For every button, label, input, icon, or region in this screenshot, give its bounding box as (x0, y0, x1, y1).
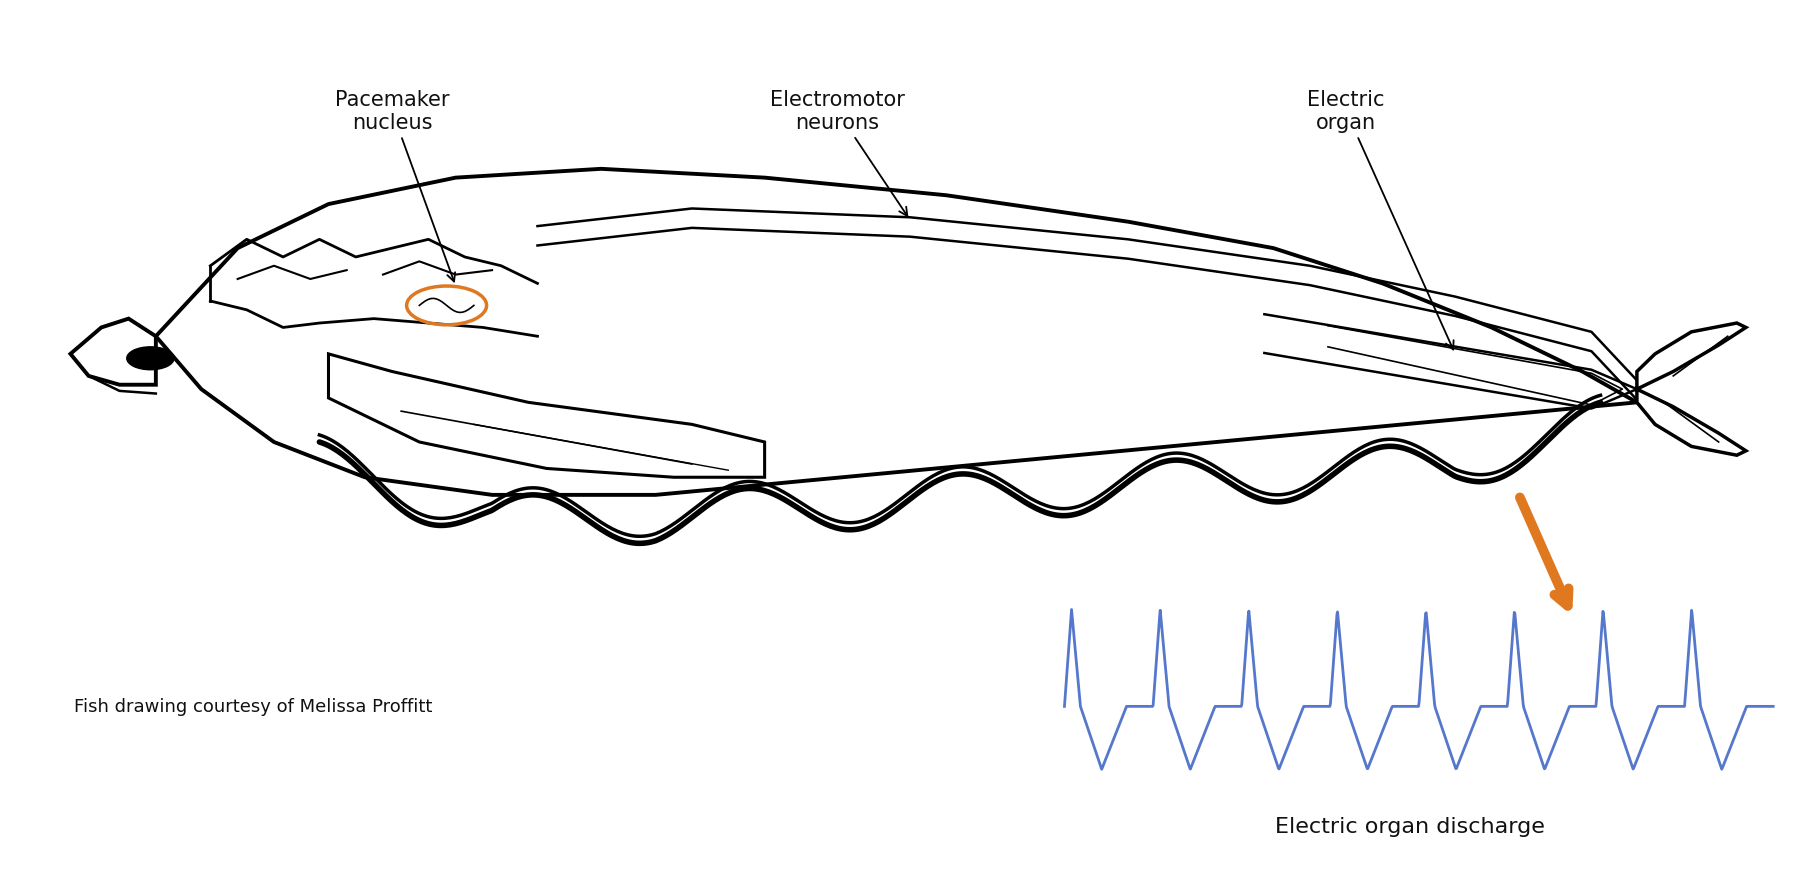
Text: Electric
organ: Electric organ (1307, 89, 1454, 349)
Polygon shape (71, 318, 157, 385)
Text: Electric organ discharge: Electric organ discharge (1274, 817, 1545, 836)
Polygon shape (328, 354, 764, 477)
Polygon shape (157, 169, 1636, 495)
Circle shape (127, 347, 175, 370)
Polygon shape (1636, 389, 1745, 455)
Text: Fish drawing courtesy of Melissa Proffitt: Fish drawing courtesy of Melissa Proffit… (75, 697, 433, 715)
Text: Pacemaker
nucleus: Pacemaker nucleus (335, 89, 455, 281)
Text: Electromotor
neurons: Electromotor neurons (770, 89, 908, 216)
Polygon shape (1636, 323, 1745, 389)
